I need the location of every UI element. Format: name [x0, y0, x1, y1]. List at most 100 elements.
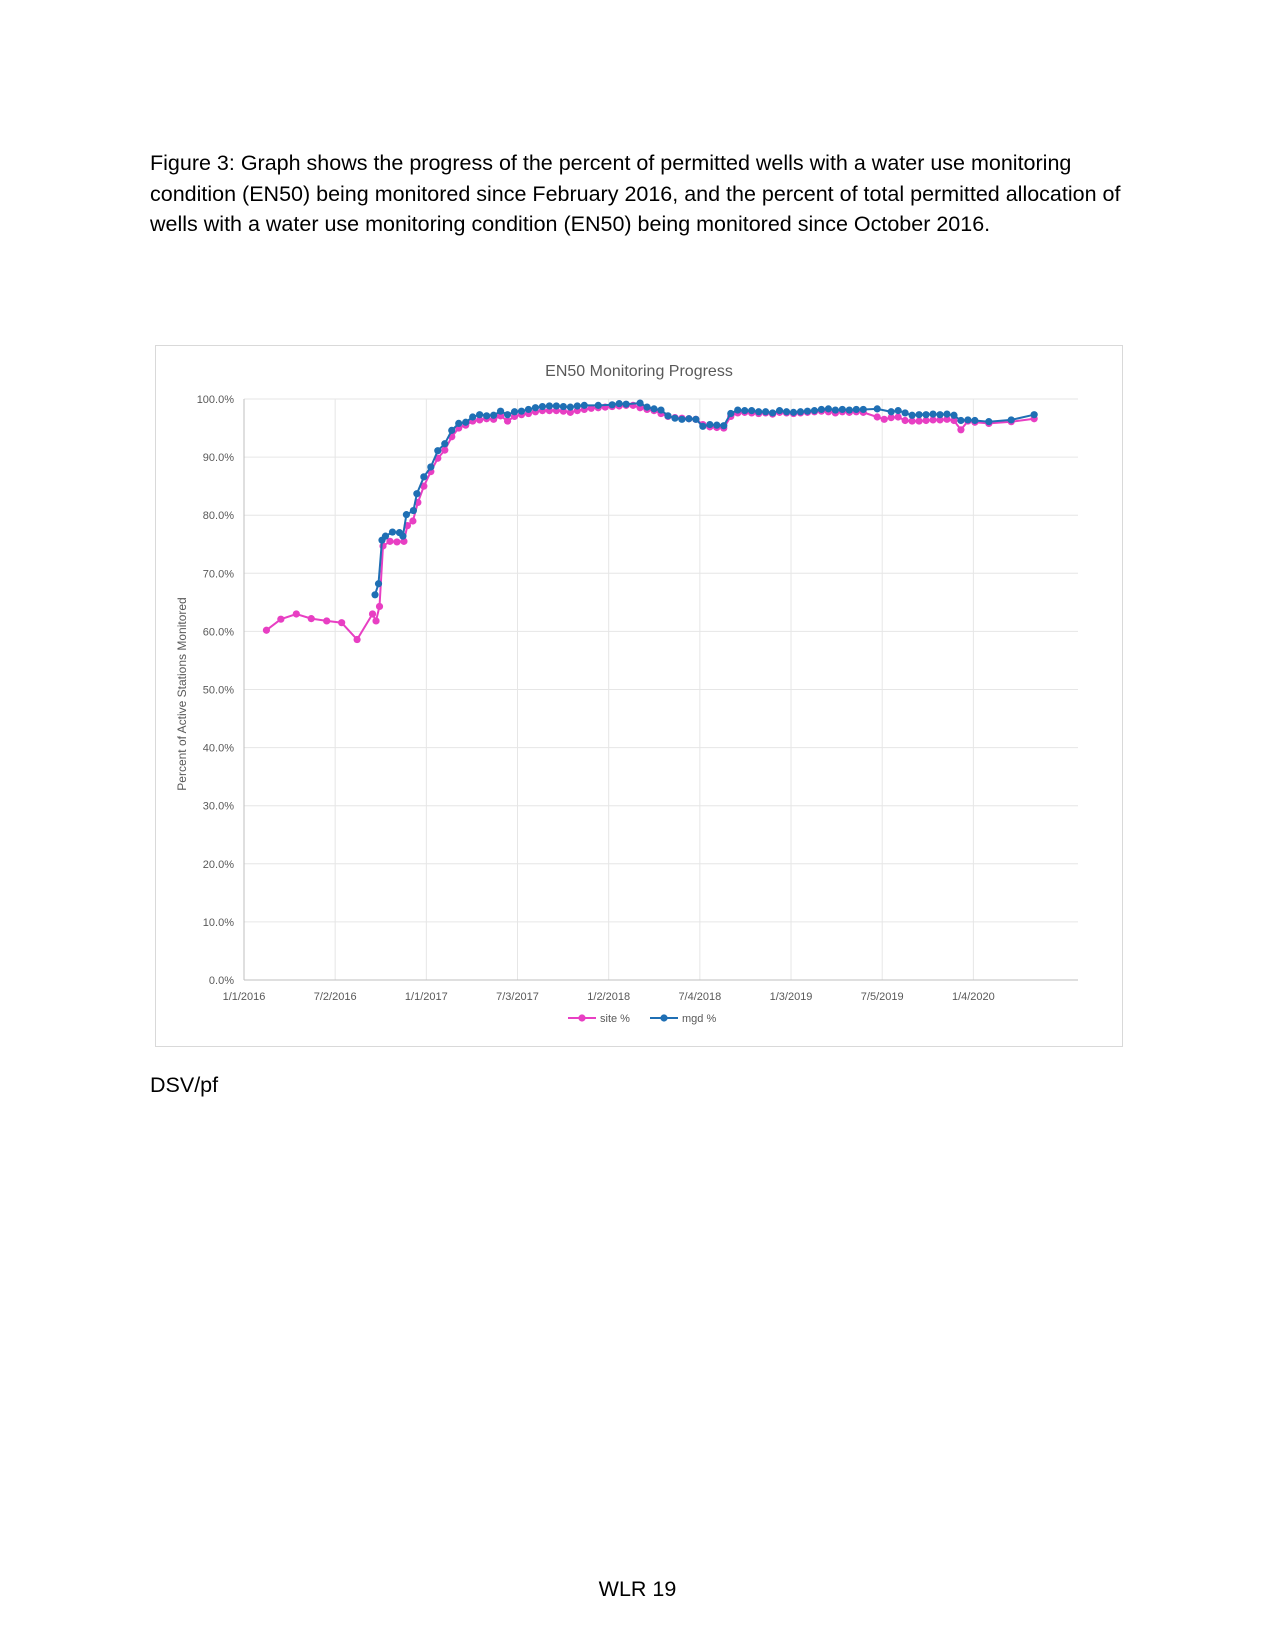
data-point [908, 417, 916, 425]
data-point [838, 405, 846, 414]
y-tick-label: 10.0% [203, 917, 234, 929]
data-point [483, 412, 491, 420]
data-point [371, 591, 379, 599]
legend-entry: mgd % [650, 1013, 716, 1025]
data-point [476, 411, 484, 419]
data-point [936, 411, 944, 419]
data-point [943, 415, 951, 423]
data-point [476, 416, 484, 424]
data-point [307, 615, 315, 623]
data-point [434, 447, 442, 455]
data-point [964, 416, 972, 424]
data-point [292, 610, 300, 618]
data-point [922, 411, 930, 419]
y-tick-label: 40.0% [203, 743, 234, 755]
series-line [374, 402, 1035, 596]
data-point [368, 610, 377, 618]
data-point [943, 410, 951, 418]
data-point [873, 413, 881, 421]
data-point [427, 463, 435, 471]
data-point [901, 416, 909, 425]
chart-container: 0.0% 10.0% 20.0% 30.0% 40.0% 50.0% 60.0% 70.0% 8… [155, 345, 1123, 1047]
x-tick-label: 1/4/2020 [952, 991, 995, 1003]
data-point [957, 416, 965, 425]
data-point [950, 411, 958, 419]
data-point [636, 399, 644, 407]
data-point [775, 407, 784, 415]
data-point [441, 440, 449, 448]
data-point [510, 408, 519, 416]
data-point [375, 602, 384, 611]
data-point [831, 406, 839, 414]
data-point [531, 404, 540, 412]
legend-entry: site % [568, 1013, 630, 1025]
data-point [880, 415, 888, 423]
y-axis-title: Percent of Active Stations Monitored [175, 597, 189, 790]
data-point [782, 408, 791, 416]
data-point [699, 422, 707, 430]
data-point [409, 517, 417, 525]
data-point [622, 400, 630, 408]
data-point [393, 538, 401, 546]
data-point [372, 617, 380, 625]
data-point [388, 528, 397, 536]
data-point [873, 405, 881, 413]
data-point [448, 426, 456, 434]
data-point [915, 411, 923, 419]
data-point [789, 408, 798, 416]
data-point [608, 401, 616, 409]
data-point [1030, 411, 1038, 419]
data-point [985, 418, 993, 426]
data-point [650, 405, 658, 413]
legend: site % mgd % [568, 1013, 716, 1025]
y-tick-label: 100.0% [197, 394, 235, 406]
data-point [545, 402, 554, 410]
chart-title: EN50 Monitoring Progress [545, 363, 733, 380]
data-point [671, 414, 679, 422]
x-tick-label: 1/1/2017 [405, 991, 448, 1003]
data-point [490, 411, 498, 419]
data-point [734, 406, 742, 414]
data-point [399, 532, 407, 540]
data-point [559, 402, 567, 411]
data-point [887, 408, 895, 416]
x-tick-label: 7/2/2016 [314, 991, 357, 1003]
y-tick-label: 0.0% [209, 975, 234, 987]
data-point [386, 537, 394, 545]
axes: 0.0% 10.0% 20.0% 30.0% 40.0% 50.0% 60.0% 70.0% 8… [197, 394, 1078, 1003]
data-point [587, 404, 595, 412]
gridlines [243, 398, 1078, 981]
data-point [657, 406, 665, 414]
data-point [727, 409, 735, 418]
data-point [915, 417, 923, 425]
data-point [381, 532, 390, 540]
data-point [929, 416, 937, 424]
y-tick-label: 80.0% [203, 510, 234, 522]
data-point [810, 407, 819, 415]
x-tick-label: 1/1/2016 [223, 991, 266, 1003]
data-point [503, 411, 512, 419]
data-point [374, 580, 383, 588]
y-tick-label: 20.0% [203, 859, 234, 871]
author-initials: DSV/pf [150, 1073, 219, 1097]
y-tick-label: 90.0% [203, 452, 234, 464]
y-tick-label: 30.0% [203, 801, 234, 813]
data-point [409, 506, 417, 515]
data-point [936, 416, 944, 424]
data-point [338, 619, 346, 627]
data-point [755, 408, 763, 416]
data-point [859, 405, 867, 414]
data-point [469, 413, 477, 421]
data-point [496, 407, 505, 415]
y-tick-label: 50.0% [203, 685, 234, 697]
data-point [678, 415, 686, 423]
legend-label: mgd % [682, 1013, 716, 1025]
data-point [901, 409, 909, 417]
data-point [950, 416, 958, 425]
legend-swatch-marker [660, 1014, 668, 1022]
x-tick-label: 1/3/2019 [770, 991, 813, 1003]
data-point [768, 409, 777, 417]
data-point [566, 403, 574, 411]
data-point [1007, 416, 1015, 424]
data-point [817, 405, 826, 414]
